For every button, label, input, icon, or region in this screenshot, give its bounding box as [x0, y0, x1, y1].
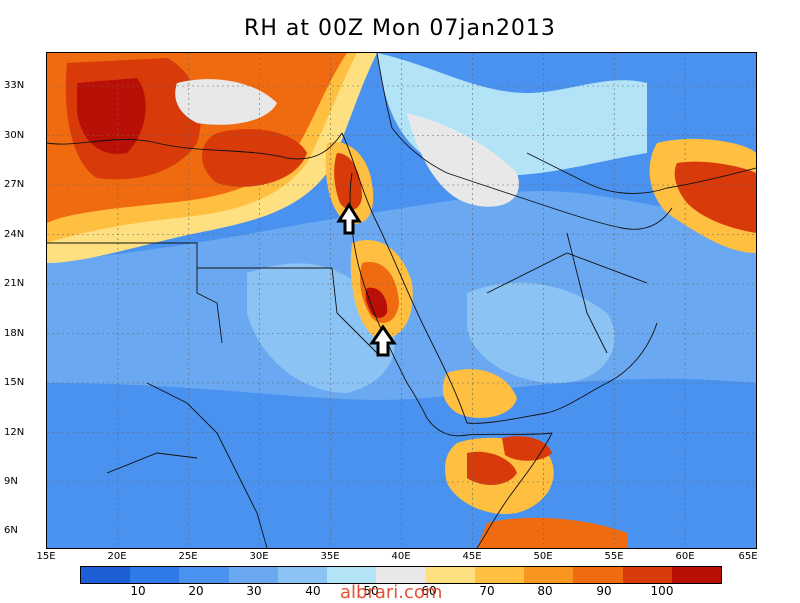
colorbar-swatch	[474, 567, 525, 583]
lon-label: 25E	[178, 551, 198, 562]
lon-label: 65E	[738, 551, 758, 562]
colorbar	[80, 566, 722, 584]
lon-label: 50E	[533, 551, 553, 562]
lat-label: 30N	[4, 130, 25, 141]
colorbar-swatch	[179, 567, 229, 583]
arrow-marker-north	[336, 202, 362, 235]
lat-label: 24N	[4, 229, 25, 240]
lat-label: 33N	[4, 80, 25, 91]
colorbar-swatch	[81, 567, 131, 583]
lon-label: 45E	[462, 551, 482, 562]
colorbar-swatch	[228, 567, 278, 583]
colorbar-swatch	[573, 567, 623, 583]
watermark-text: albrari.com	[340, 582, 443, 603]
lon-label: 40E	[391, 551, 411, 562]
colorbar-label: 70	[479, 584, 495, 598]
lat-label: 21N	[4, 278, 25, 289]
colorbar-label: 90	[596, 584, 612, 598]
colorbar-swatch	[130, 567, 180, 583]
lon-label: 55E	[604, 551, 624, 562]
lon-label: 35E	[320, 551, 340, 562]
colorbar-label: 60	[421, 584, 437, 598]
colorbar-swatch	[671, 567, 722, 583]
lon-label: 60E	[675, 551, 695, 562]
colorbar-label: 20	[188, 584, 204, 598]
lat-label: 12N	[4, 427, 25, 438]
lat-label: 6N	[4, 525, 18, 536]
lon-label: 15E	[36, 551, 56, 562]
colorbar-label: 40	[305, 584, 321, 598]
colorbar-swatch	[277, 567, 328, 583]
colorbar-label: 100	[650, 584, 674, 598]
lat-label: 9N	[4, 476, 18, 487]
arrow-marker-south	[369, 324, 397, 357]
lon-label: 30E	[249, 551, 269, 562]
rh-map	[46, 52, 757, 549]
lat-label: 15N	[4, 377, 25, 388]
colorbar-swatch	[376, 567, 426, 583]
colorbar-label: 80	[537, 584, 553, 598]
colorbar-swatch	[327, 567, 377, 583]
colorbar-swatch	[524, 567, 574, 583]
colorbar-label: 50	[363, 584, 379, 598]
lon-label: 20E	[107, 551, 127, 562]
colorbar-swatch	[622, 567, 672, 583]
lat-label: 18N	[4, 328, 25, 339]
colorbar-label: 10	[130, 584, 146, 598]
colorbar-label: 30	[246, 584, 262, 598]
lat-label: 27N	[4, 179, 25, 190]
map-title: RH at 00Z Mon 07jan2013	[244, 16, 556, 41]
colorbar-swatch	[425, 567, 475, 583]
